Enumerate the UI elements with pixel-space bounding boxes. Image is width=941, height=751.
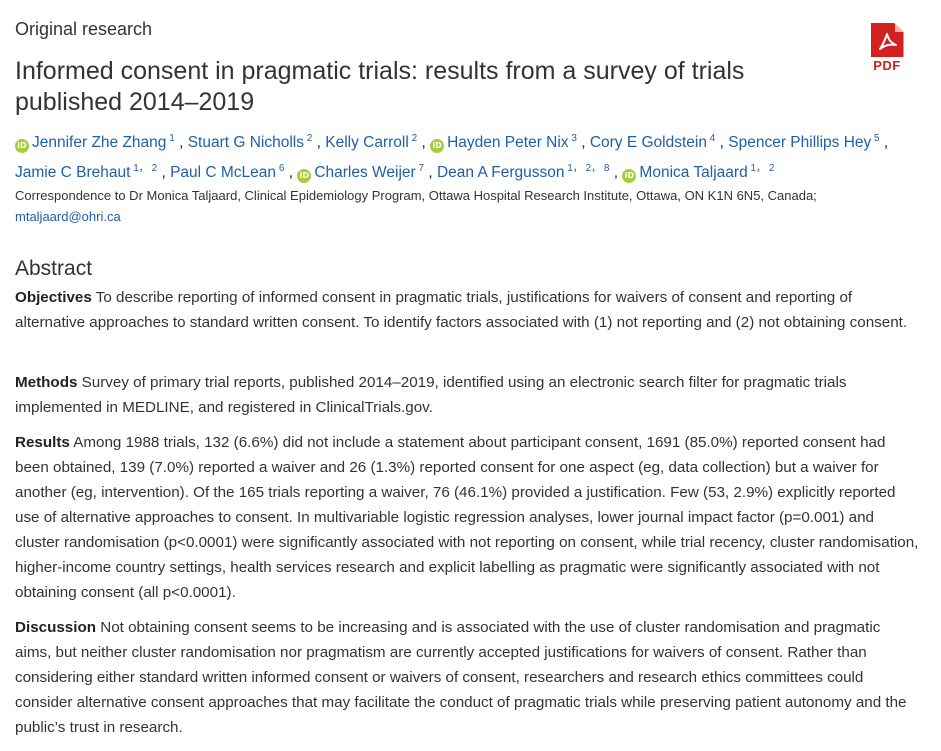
author-link[interactable]: Paul C McLean [170,164,277,181]
author-affiliation-sup[interactable]: 1， 2， 8 [564,162,610,174]
author-separator: , [312,134,326,151]
author-separator: , [424,164,437,181]
author-link[interactable]: Charles Weijer [314,164,416,181]
author-affiliation-sup[interactable]: 2 [408,132,418,144]
correspondence-email-link[interactable]: mtaljaard@ohri.ca [15,209,121,224]
author-separator: , [417,134,431,151]
results-label: Results [15,434,70,451]
objectives-label: Objectives [15,289,92,306]
article-title: Informed consent in pragmatic trials: re… [15,57,745,116]
author-link[interactable]: Stuart G Nicholls [187,134,304,151]
pdf-icon [870,23,904,57]
author-affiliation-sup[interactable]: 6 [276,162,285,174]
orcid-icon[interactable]: iD [430,139,445,153]
abstract-objectives: Objectives To describe reporting of info… [15,285,920,335]
section-label: Original research [15,19,153,39]
author-separator: , [576,134,590,151]
author-link[interactable]: Dean A Fergusson [436,164,565,181]
author-separator: , [174,134,188,151]
author-affiliation-sup[interactable]: 3 [568,132,577,144]
author-affiliation-sup[interactable]: 1 [166,132,175,144]
author-link[interactable]: Spencer Phillips Hey [728,134,872,151]
author-list: iD Jennifer Zhe Zhang 1 , Stuart G Nichol… [15,128,895,188]
orcid-icon[interactable]: iD [297,169,312,183]
abstract-methods: Methods Survey of primary trial reports,… [15,370,920,420]
author-link[interactable]: Cory E Goldstein [589,134,707,151]
abstract-heading: Abstract [15,257,93,280]
author-affiliation-sup[interactable]: 7 [415,162,425,174]
discussion-text: Not obtaining consent seems to be increa… [15,619,907,736]
author-affiliation-sup[interactable]: 5 [871,132,880,144]
author-affiliation-sup[interactable]: 1， 2 [130,162,158,174]
pdf-label: PDF [873,58,901,73]
objectives-text: To describe reporting of informed consen… [15,289,908,331]
correspondence: Correspondence to Dr Monica Taljaard, Cl… [15,188,817,203]
methods-label: Methods [15,374,78,391]
author-separator: , [879,134,889,151]
abstract-results: Results Among 1988 trials, 132 (6.6%) di… [15,430,920,605]
author-separator: , [715,134,729,151]
author-link[interactable]: Jennifer Zhe Zhang [32,134,167,151]
author-separator: , [157,164,171,181]
author-link[interactable]: Jamie C Brehaut [15,164,131,181]
author-affiliation-sup[interactable]: 4 [707,132,716,144]
methods-text: Survey of primary trial reports, publish… [15,374,847,416]
orcid-icon[interactable]: iD [622,169,637,183]
abstract-discussion: Discussion Not obtaining consent seems t… [15,615,920,740]
author-affiliation-sup[interactable]: 2 [303,132,313,144]
author-separator: , [284,164,298,181]
pdf-download-button[interactable]: PDF [868,23,906,73]
author-link[interactable]: Kelly Carroll [325,134,409,151]
author-link[interactable]: Monica Taljaard [639,164,748,181]
author-separator: , [609,164,623,181]
results-text: Among 1988 trials, 132 (6.6%) did not in… [15,434,919,601]
author-affiliation-sup[interactable]: 1， 2 [747,162,775,174]
discussion-label: Discussion [15,619,97,636]
orcid-icon[interactable]: iD [15,139,29,153]
author-link[interactable]: Hayden Peter Nix [447,134,569,151]
